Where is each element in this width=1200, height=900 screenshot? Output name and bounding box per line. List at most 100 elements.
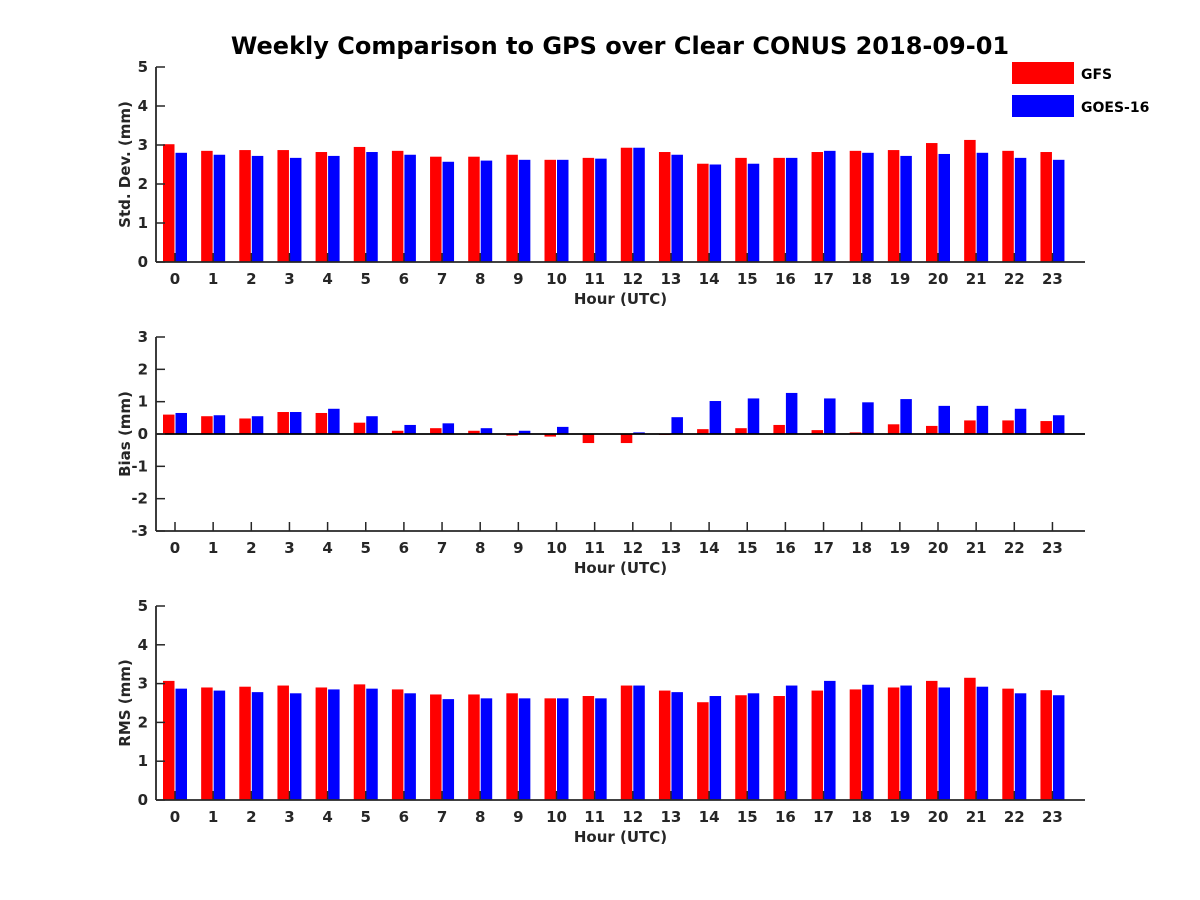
bar-goes-16-9 xyxy=(518,159,531,262)
x-tick-label: 3 xyxy=(284,539,294,557)
bar-gfs-5 xyxy=(353,422,366,434)
x-tick-label: 3 xyxy=(284,808,294,826)
x-tick-label: 8 xyxy=(475,270,485,288)
x-tick-label: 5 xyxy=(361,808,371,826)
bar-gfs-17 xyxy=(811,152,824,262)
y-tick-label: -3 xyxy=(131,522,148,540)
x-tick-label: 1 xyxy=(208,270,218,288)
bar-gfs-16 xyxy=(773,696,785,800)
bar-goes-16-8 xyxy=(480,160,493,262)
bar-gfs-8 xyxy=(468,156,480,262)
x-tick-label: 20 xyxy=(928,539,949,557)
x-tick-label: 12 xyxy=(622,539,643,557)
bar-goes-16-4 xyxy=(328,408,340,434)
bar-goes-16-12 xyxy=(633,685,645,800)
x-tick-label: 11 xyxy=(584,539,605,557)
bar-goes-16-15 xyxy=(747,163,760,262)
bar-goes-16-9 xyxy=(518,698,531,800)
bar-gfs-22 xyxy=(1002,150,1014,262)
bar-goes-16-6 xyxy=(404,424,416,434)
bar-gfs-3 xyxy=(277,412,289,434)
bar-goes-16-22 xyxy=(1014,157,1027,262)
y-tick-label: 1 xyxy=(138,752,148,770)
bar-goes-16-13 xyxy=(671,692,683,800)
legend-label-goes-16: GOES-16 xyxy=(1081,100,1149,116)
bar-gfs-1 xyxy=(201,687,213,800)
y-tick-label: 0 xyxy=(138,253,148,271)
bar-gfs-9 xyxy=(506,693,518,800)
bar-goes-16-6 xyxy=(404,693,416,800)
bar-goes-16-20 xyxy=(938,405,950,434)
bar-gfs-15 xyxy=(735,695,747,800)
bar-gfs-17 xyxy=(811,690,824,800)
x-tick-label: 12 xyxy=(622,808,643,826)
bar-gfs-22 xyxy=(1002,688,1014,800)
x-tick-label: 14 xyxy=(699,270,720,288)
bar-gfs-11 xyxy=(582,157,595,262)
x-tick-label: 19 xyxy=(889,539,910,557)
bar-gfs-3 xyxy=(277,150,289,262)
bar-gfs-22 xyxy=(1002,420,1014,434)
bar-goes-16-8 xyxy=(480,428,493,434)
bar-goes-16-23 xyxy=(1052,415,1065,434)
bar-gfs-1 xyxy=(201,416,213,434)
x-tick-label: 0 xyxy=(170,539,180,557)
bar-goes-16-3 xyxy=(289,693,302,800)
x-tick-label: 5 xyxy=(361,539,371,557)
x-tick-label: 17 xyxy=(813,808,834,826)
x-tick-label: 4 xyxy=(322,808,332,826)
bar-goes-16-12 xyxy=(633,147,645,262)
bar-goes-16-7 xyxy=(442,699,455,800)
bar-goes-16-4 xyxy=(328,689,340,800)
y-tick-label: 4 xyxy=(138,97,148,115)
x-axis-label: Hour (UTC) xyxy=(574,290,667,308)
x-tick-label: 6 xyxy=(399,808,409,826)
bar-gfs-23 xyxy=(1040,690,1052,800)
x-tick-label: 21 xyxy=(966,270,987,288)
bar-gfs-5 xyxy=(353,146,366,262)
bar-goes-16-5 xyxy=(366,688,378,800)
y-tick-label: 5 xyxy=(138,597,148,615)
x-tick-label: 2 xyxy=(246,270,256,288)
bar-goes-16-10 xyxy=(557,426,569,434)
bar-goes-16-17 xyxy=(824,680,836,800)
x-tick-label: 10 xyxy=(546,539,567,557)
bar-goes-16-14 xyxy=(709,696,722,800)
legend-label-gfs: GFS xyxy=(1081,67,1112,83)
y-tick-label: 0 xyxy=(138,425,148,443)
bar-goes-16-18 xyxy=(862,152,874,262)
bar-gfs-8 xyxy=(468,430,480,434)
y-tick-label: -1 xyxy=(131,457,148,475)
y-tick-label: 0 xyxy=(138,791,148,809)
x-tick-label: 7 xyxy=(437,539,447,557)
bar-goes-16-13 xyxy=(671,417,683,434)
x-axis-label: Hour (UTC) xyxy=(574,559,667,577)
x-tick-label: 20 xyxy=(928,808,949,826)
y-tick-label: 2 xyxy=(138,713,148,731)
bar-goes-16-22 xyxy=(1014,693,1027,800)
bar-gfs-2 xyxy=(239,686,251,800)
x-tick-label: 10 xyxy=(546,808,567,826)
bar-gfs-14 xyxy=(697,163,709,262)
bar-gfs-4 xyxy=(315,687,328,800)
bar-gfs-4 xyxy=(315,152,328,262)
bar-gfs-12 xyxy=(620,434,633,444)
bar-goes-16-11 xyxy=(595,698,607,800)
x-tick-label: 5 xyxy=(361,270,371,288)
bar-gfs-19 xyxy=(887,687,900,800)
x-tick-label: 13 xyxy=(661,539,682,557)
x-tick-label: 8 xyxy=(475,808,485,826)
bar-goes-16-23 xyxy=(1052,695,1065,800)
x-tick-label: 23 xyxy=(1042,270,1063,288)
bar-goes-16-1 xyxy=(213,154,226,262)
x-tick-label: 1 xyxy=(208,808,218,826)
bar-gfs-23 xyxy=(1040,421,1052,434)
bar-gfs-14 xyxy=(697,702,709,800)
legend-swatch-gfs xyxy=(1012,62,1074,84)
x-tick-label: 23 xyxy=(1042,539,1063,557)
bar-gfs-12 xyxy=(620,685,633,800)
bar-goes-16-14 xyxy=(709,401,722,434)
bar-goes-16-20 xyxy=(938,687,950,800)
